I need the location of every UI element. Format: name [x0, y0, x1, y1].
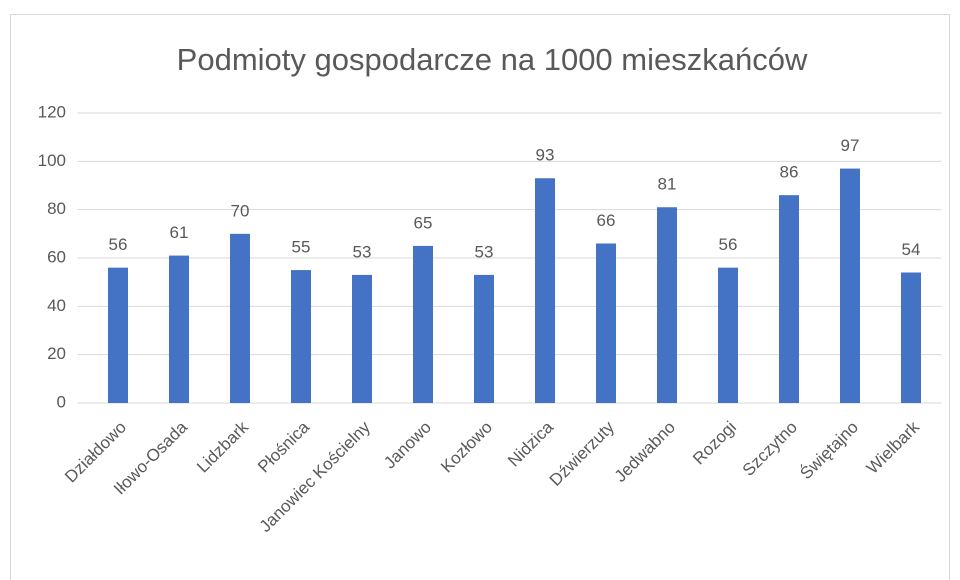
bar — [657, 207, 677, 403]
data-label: 93 — [536, 146, 555, 165]
bar — [291, 270, 311, 403]
data-label: 53 — [475, 242, 494, 261]
bar — [352, 274, 372, 403]
data-label: 66 — [597, 211, 616, 230]
bar — [596, 243, 616, 403]
data-label: 56 — [719, 235, 738, 254]
y-tick-label: 100 — [38, 151, 66, 170]
y-tick-label: 0 — [57, 392, 66, 411]
bar — [413, 245, 433, 403]
bar — [108, 267, 128, 403]
bar — [230, 233, 250, 403]
data-label: 81 — [658, 175, 677, 194]
data-label: 97 — [841, 136, 860, 155]
data-label: 86 — [780, 163, 799, 182]
bar — [779, 195, 799, 403]
bar — [535, 178, 555, 403]
bar — [718, 267, 738, 403]
data-label: 61 — [170, 223, 189, 242]
data-label: 70 — [231, 201, 250, 220]
y-tick-label: 80 — [47, 199, 66, 218]
bar — [840, 168, 860, 403]
y-tick-label: 60 — [47, 247, 66, 266]
data-label: 54 — [902, 240, 921, 259]
y-tick-label: 20 — [47, 344, 66, 363]
data-label: 56 — [109, 235, 128, 254]
y-tick-label: 40 — [47, 296, 66, 315]
data-label: 65 — [414, 213, 433, 232]
bar — [474, 274, 494, 403]
data-label: 53 — [353, 242, 372, 261]
chart-title: Podmioty gospodarcze na 1000 mieszkańców — [177, 42, 808, 77]
data-label: 55 — [292, 238, 311, 257]
y-tick-label: 120 — [38, 102, 66, 121]
bar — [901, 272, 921, 403]
bar — [169, 255, 189, 403]
